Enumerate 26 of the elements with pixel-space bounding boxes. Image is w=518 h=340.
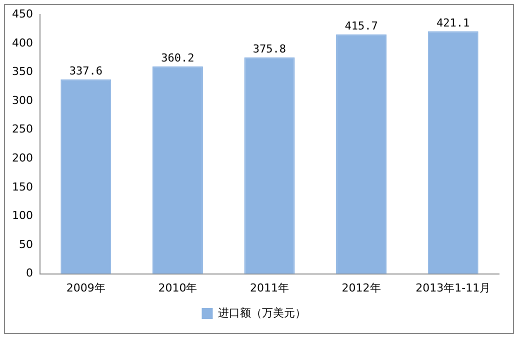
bar bbox=[152, 66, 203, 274]
x-tick-label: 2010年 bbox=[158, 281, 198, 294]
y-tick-label: 350 bbox=[12, 65, 33, 78]
legend-label: 进口额（万美元） bbox=[218, 306, 306, 320]
y-tick-label: 200 bbox=[12, 151, 33, 164]
y-tick-label: 450 bbox=[12, 7, 33, 20]
data-label: 415.7 bbox=[344, 20, 378, 33]
x-tick-label: 2013年1-11月 bbox=[416, 281, 491, 294]
data-label: 360.2 bbox=[161, 52, 194, 65]
bar bbox=[244, 57, 295, 274]
x-tick-label: 2011年 bbox=[250, 281, 289, 294]
y-tick-label: 150 bbox=[12, 180, 33, 194]
x-tick-label: 2009年 bbox=[66, 281, 106, 294]
y-tick-label: 400 bbox=[12, 36, 33, 50]
y-tick-label: 0 bbox=[26, 266, 33, 280]
bar bbox=[60, 79, 112, 274]
y-tick-label: 250 bbox=[12, 122, 33, 136]
bar bbox=[428, 31, 478, 274]
data-label: 337.6 bbox=[69, 64, 102, 78]
y-tick-label: 100 bbox=[12, 209, 33, 222]
data-label: 375.8 bbox=[252, 42, 286, 56]
bar bbox=[336, 34, 387, 274]
x-tick-label: 2012年 bbox=[342, 281, 381, 294]
data-label: 421.1 bbox=[436, 16, 470, 30]
y-tick-label: 300 bbox=[12, 94, 33, 107]
y-tick-label: 50 bbox=[18, 238, 33, 251]
